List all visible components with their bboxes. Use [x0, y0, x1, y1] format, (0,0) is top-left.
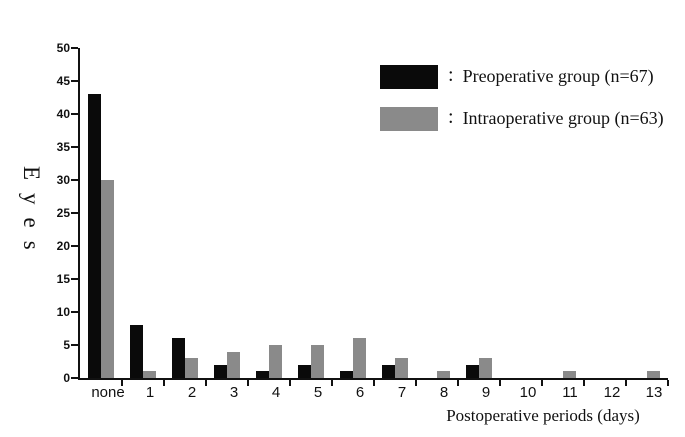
legend-label-intraoperative: Intraoperative group (n=63): [462, 108, 664, 128]
x-tick-mark: [163, 380, 165, 386]
x-category-label: 6: [355, 384, 365, 401]
x-tick-mark: [373, 380, 375, 386]
legend-separator: :: [448, 106, 454, 128]
bar-preoperative: [256, 371, 269, 378]
x-category-label: 13: [645, 384, 663, 401]
bar-intraoperative: [353, 338, 366, 378]
x-tick-mark: [247, 380, 249, 386]
y-tick-label: 25: [56, 206, 70, 220]
y-tick-label: 40: [56, 107, 70, 121]
bar-intraoperative: [395, 358, 408, 378]
bar-intraoperative: [101, 180, 114, 378]
x-category-label: 11: [562, 384, 578, 401]
bar-intraoperative: [311, 345, 324, 378]
x-tick-mark: [205, 380, 207, 386]
preoperative-swatch: [380, 64, 438, 89]
bar-intraoperative: [647, 371, 660, 378]
bar-intraoperative: [269, 345, 282, 378]
x-category-label: 1: [145, 384, 155, 401]
x-axis-title: Postoperative periods (days): [446, 406, 640, 425]
y-tick-label: 35: [56, 140, 70, 154]
y-tick-label: 0: [63, 371, 70, 385]
bar-preoperative: [466, 365, 479, 378]
bar-preoperative: [172, 338, 185, 378]
y-tick-mark: [71, 179, 78, 181]
y-tick-mark: [71, 47, 78, 49]
x-category-label: 3: [229, 384, 239, 401]
y-tick-label: 15: [56, 272, 70, 286]
y-tick-mark: [71, 278, 78, 280]
bar-preoperative: [214, 365, 227, 378]
y-tick-mark: [71, 146, 78, 148]
y-tick-label: 20: [56, 239, 70, 253]
x-tick-mark: [667, 380, 669, 386]
y-tick-mark: [71, 80, 78, 82]
y-tick-label: 50: [56, 41, 70, 55]
x-tick-mark: [415, 380, 417, 386]
intraoperative-swatch: [380, 106, 438, 131]
y-tick-label: 10: [56, 305, 70, 319]
plot-area: [78, 48, 668, 380]
y-tick-mark: [71, 311, 78, 313]
y-tick-mark: [71, 113, 78, 115]
bar-intraoperative: [479, 358, 492, 378]
y-axis-title: Eyes: [19, 166, 44, 263]
x-category-label: 7: [397, 384, 407, 401]
x-tick-mark: [499, 380, 501, 386]
legend-separator: :: [448, 64, 454, 86]
bar-preoperative: [382, 365, 395, 378]
y-tick-label: 45: [56, 74, 70, 88]
x-tick-mark: [331, 380, 333, 386]
x-category-label: 4: [271, 384, 281, 401]
x-tick-mark: [625, 380, 627, 386]
y-tick-label: 30: [56, 173, 70, 187]
x-tick-mark: [541, 380, 543, 386]
x-tick-mark: [583, 380, 585, 386]
legend-item-preoperative: : Preoperative group (n=67): [380, 64, 664, 89]
x-category-label: 10: [519, 384, 537, 401]
bar-preoperative: [340, 371, 353, 378]
bar-preoperative: [130, 325, 143, 378]
y-tick-mark: [71, 377, 78, 379]
bar-intraoperative: [563, 371, 576, 378]
x-tick-mark: [457, 380, 459, 386]
y-tick-mark: [71, 344, 78, 346]
legend-item-intraoperative: : Intraoperative group (n=63): [380, 106, 664, 131]
x-category-label: 9: [481, 384, 491, 401]
bar-preoperative: [88, 94, 101, 378]
bar-preoperative: [298, 365, 311, 378]
x-category-label: none: [91, 384, 125, 401]
bar-intraoperative: [437, 371, 450, 378]
bar-intraoperative: [227, 352, 240, 378]
x-category-label: 8: [439, 384, 449, 401]
x-tick-mark: [121, 380, 123, 386]
x-category-label: 12: [603, 384, 621, 401]
bar-intraoperative: [143, 371, 156, 378]
x-tick-mark: [289, 380, 291, 386]
x-category-label: 5: [313, 384, 323, 401]
bar-intraoperative: [185, 358, 198, 378]
y-tick-mark: [71, 212, 78, 214]
legend-label-preoperative: Preoperative group (n=67): [462, 66, 654, 86]
legend: : Preoperative group (n=67) : Intraopera…: [380, 64, 664, 131]
x-category-label: 2: [187, 384, 197, 401]
y-tick-mark: [71, 245, 78, 247]
y-tick-label: 5: [63, 338, 70, 352]
